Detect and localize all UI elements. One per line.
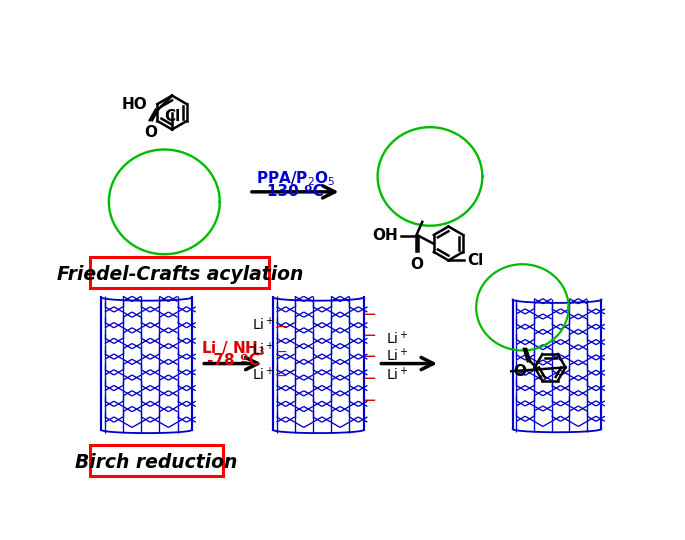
Text: Cl: Cl xyxy=(164,110,180,124)
Text: ─: ─ xyxy=(364,306,374,324)
Text: ─: ─ xyxy=(364,392,374,409)
Text: Li$^+$: Li$^+$ xyxy=(386,366,409,383)
Text: O: O xyxy=(410,256,423,272)
Text: ─: ─ xyxy=(276,345,285,360)
Text: Li$^+$: Li$^+$ xyxy=(252,316,275,334)
Text: O: O xyxy=(145,125,158,140)
Text: ─: ─ xyxy=(364,370,374,388)
Text: Li$^+$: Li$^+$ xyxy=(252,366,275,383)
Text: ─: ─ xyxy=(276,320,285,335)
FancyBboxPatch shape xyxy=(90,445,223,476)
Text: Birch reduction: Birch reduction xyxy=(75,453,238,471)
Text: Friedel-Crafts acylation: Friedel-Crafts acylation xyxy=(57,265,303,284)
Text: Li$^+$: Li$^+$ xyxy=(252,341,275,359)
Text: Li / NH$_3$: Li / NH$_3$ xyxy=(201,339,265,357)
Text: Cl: Cl xyxy=(467,253,483,268)
Text: 130 ºC: 130 ºC xyxy=(267,184,323,199)
Text: Li$^+$: Li$^+$ xyxy=(386,329,409,347)
Text: ─: ─ xyxy=(364,327,374,345)
Text: ─: ─ xyxy=(364,348,374,367)
Text: ─: ─ xyxy=(276,369,285,384)
Text: OH: OH xyxy=(372,228,398,243)
Text: HO: HO xyxy=(122,97,147,112)
Text: -78 ºC: -78 ºC xyxy=(207,353,259,368)
Text: O: O xyxy=(513,364,526,379)
Text: PPA/P$_2$O$_5$: PPA/P$_2$O$_5$ xyxy=(256,170,335,188)
FancyBboxPatch shape xyxy=(90,257,269,288)
Text: Li$^+$: Li$^+$ xyxy=(386,347,409,365)
